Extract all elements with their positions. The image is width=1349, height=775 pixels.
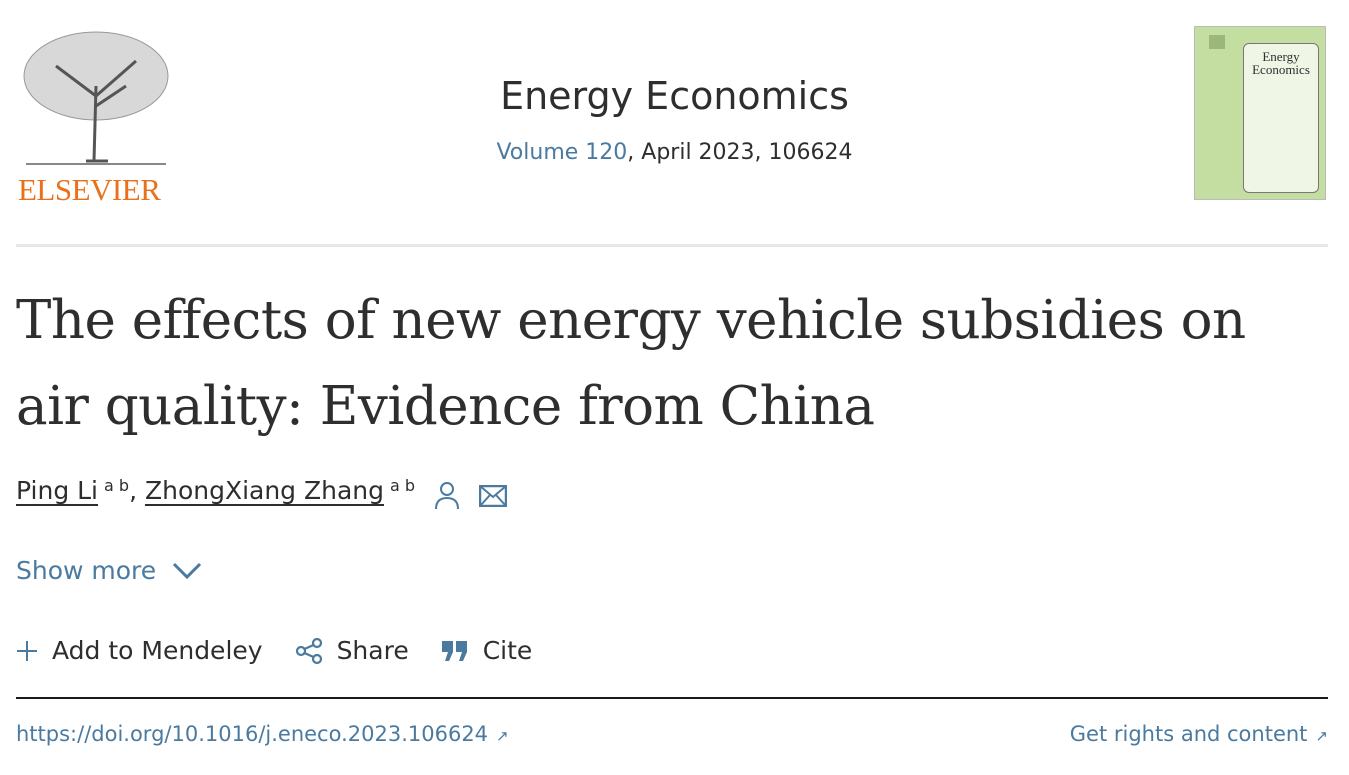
cite-button[interactable]: Cite <box>441 636 533 665</box>
elsevier-tree-logo-icon <box>23 31 169 165</box>
cite-label: Cite <box>482 636 533 665</box>
doi-text: https://doi.org/10.1016/j.eneco.2023.106… <box>16 722 489 746</box>
issue-info: , April 2023, 106624 <box>627 140 853 165</box>
add-to-mendeley-button[interactable]: Add to Mendeley <box>16 636 263 665</box>
author-link[interactable]: ZhongXiang Zhang <box>144 476 385 505</box>
chevron-down-icon <box>173 562 202 579</box>
get-rights-text: Get rights and content <box>1069 722 1308 746</box>
get-rights-link[interactable]: Get rights and content ↗ <box>1070 722 1328 746</box>
show-more-label: Show more <box>16 556 157 585</box>
author-link[interactable]: Ping Li <box>16 476 99 505</box>
doi-link[interactable]: https://doi.org/10.1016/j.eneco.2023.106… <box>16 722 509 746</box>
article-title: The effects of new energy vehicle subsid… <box>16 290 1246 437</box>
external-link-icon: ↗ <box>1315 727 1328 745</box>
envelope-icon[interactable] <box>478 484 508 513</box>
show-more-button[interactable]: Show more <box>16 556 202 585</box>
share-label: Share <box>336 636 409 665</box>
plus-icon <box>17 640 37 661</box>
quote-icon <box>441 640 467 661</box>
article-actions: Add to Mendeley Share Cite <box>16 636 564 665</box>
volume-link[interactable]: Volume 120 <box>496 140 628 165</box>
cover-title-line2: Economics <box>1252 62 1310 77</box>
publisher-name: ELSEVIER <box>18 172 161 207</box>
author-list: Ping Li a b, ZhongXiang Zhang a b <box>16 476 508 516</box>
add-to-mendeley-label: Add to Mendeley <box>52 636 263 665</box>
author-affiliation[interactable]: a b <box>104 476 130 495</box>
external-link-icon: ↗ <box>496 727 509 745</box>
share-icon <box>295 637 322 664</box>
share-button[interactable]: Share <box>295 636 409 665</box>
author-affiliation[interactable]: a b <box>390 476 416 495</box>
journal-title-link[interactable]: Energy Economics <box>500 74 849 118</box>
journal-cover[interactable]: Energy Economics <box>1194 26 1326 200</box>
cover-panel: Energy Economics <box>1243 43 1319 193</box>
author-separator: , <box>129 476 145 505</box>
divider <box>16 244 1328 247</box>
person-icon[interactable] <box>433 480 461 516</box>
cover-title-line1: Energy <box>1262 49 1300 64</box>
journal-volume-info: Volume 120, April 2023, 106624 <box>0 140 1349 165</box>
elsevier-logo[interactable] <box>16 26 176 204</box>
cover-logo <box>1209 35 1225 49</box>
divider <box>16 697 1328 699</box>
